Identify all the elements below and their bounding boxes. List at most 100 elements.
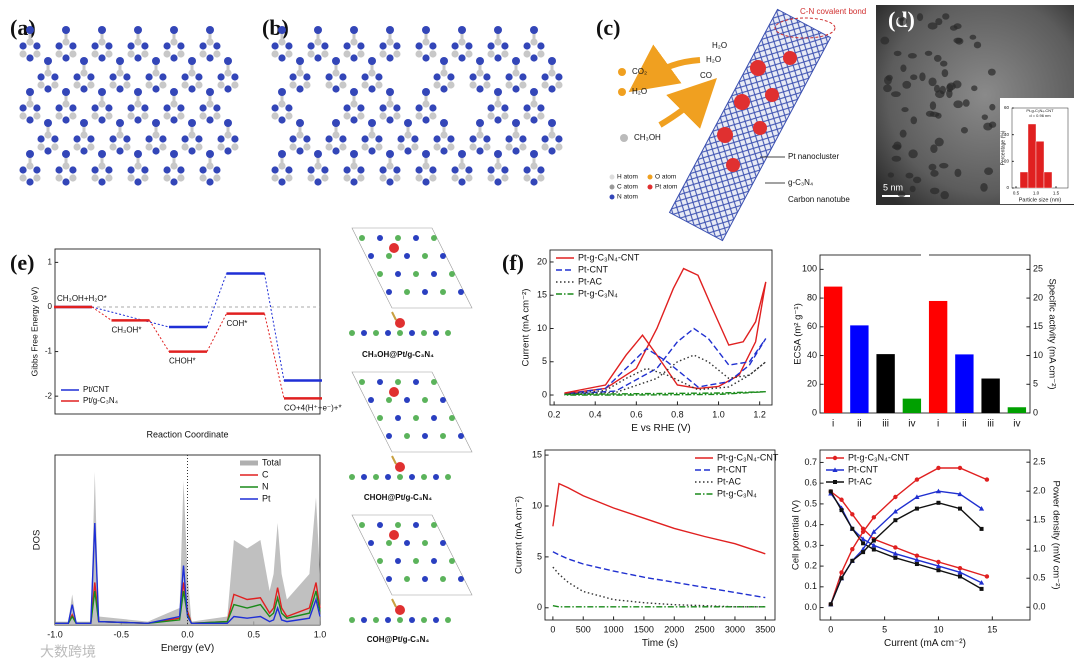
atom [393,104,401,112]
atom [422,253,428,259]
atom [548,85,556,93]
atom [433,135,441,143]
legend-label: Pt-AC [848,476,873,486]
atom [541,143,549,151]
atom [537,166,545,174]
atom [469,143,477,151]
atom [19,174,27,182]
particle [969,34,977,40]
atom [339,143,347,151]
atom [116,147,124,155]
atom [188,57,196,65]
atom [413,271,419,277]
legend-label: Pt [262,493,271,503]
atom [413,522,419,528]
atom [62,150,70,158]
series-line [552,605,766,608]
scheme-label: Carbon nanotube [788,195,850,204]
marker [892,508,898,514]
bar [928,300,948,413]
atom [134,54,142,62]
atom [349,330,355,336]
atom [213,42,221,50]
atom [87,135,95,143]
atom [429,174,437,182]
atom [349,617,355,623]
marker [914,494,920,499]
x-tick-label: -1.0 [47,629,63,639]
x-tick-label: 1.0 [314,629,327,639]
marker [860,536,866,542]
atom [62,178,70,186]
atom [523,50,531,58]
atom [431,415,437,421]
bar [955,354,974,413]
atom [487,166,495,174]
atom [361,474,367,480]
particle [940,60,948,67]
atom [530,150,538,158]
atom [377,415,383,421]
particle [928,77,937,87]
atom [413,415,419,421]
atom [26,88,34,96]
atom [530,116,538,124]
atom [494,116,502,124]
atom [440,576,446,582]
atom [69,104,77,112]
atom [433,143,441,151]
atom [422,88,430,96]
atom [343,50,351,58]
atom [397,330,403,336]
y-axis-label: DOS [32,530,43,551]
atom [213,166,221,174]
x-tick-label: ii [962,419,966,430]
y-tick-label: 0.2 [804,560,817,570]
legend-label: C [262,469,269,479]
atom [170,178,178,186]
atom [494,150,502,158]
atom [379,42,387,50]
atom [321,166,329,174]
atom [357,50,365,58]
atom [224,119,232,127]
atom [487,50,495,58]
atom [314,178,322,186]
x-axis-label: Energy (eV) [161,643,214,654]
atom [314,150,322,158]
atom [325,73,333,81]
x-axis-label: Time (s) [642,638,678,649]
plot-frame [54,248,321,415]
atom [413,379,419,385]
atom [91,112,99,120]
marker [828,489,833,494]
atom [350,178,358,186]
atom [447,143,455,151]
y-tick-label: 20 [1004,159,1010,164]
atom [431,379,437,385]
marker [839,497,844,502]
atom [141,104,149,112]
atom [449,271,455,277]
atom [523,112,531,120]
x-tick-label: i [937,419,939,430]
atom [397,617,403,623]
x-tick-label: 1.2 [753,409,766,419]
atom [411,143,419,151]
atom [339,73,347,81]
slab [351,371,473,453]
atom [494,178,502,186]
y2-tick-label: 2.0 [1033,486,1046,496]
atom [458,576,464,582]
atom [445,474,451,480]
atom [98,178,106,186]
atom-o [395,462,405,472]
y-tick-label: 10 [532,500,542,510]
atom [377,271,383,277]
atom [368,540,374,546]
marker [957,491,963,497]
atom [357,42,365,50]
atom [37,135,45,143]
atom [73,135,81,143]
particle [919,72,926,82]
